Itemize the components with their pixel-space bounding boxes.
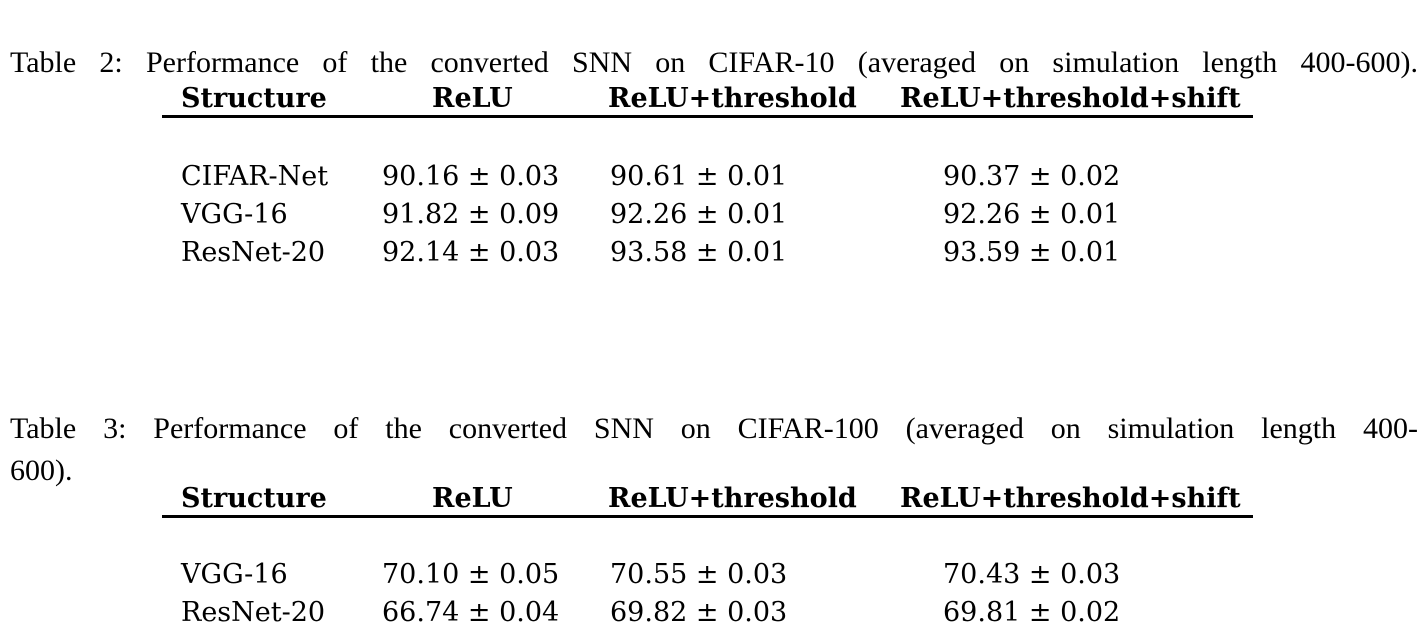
table2-col-header-relu: ReLU	[382, 82, 608, 118]
table3-col-header-relu-threshold: ReLU+threshold	[608, 482, 900, 518]
table2-spacer-row	[162, 117, 1253, 159]
relu-value-cell: 92.14 ± 0.03	[382, 237, 560, 268]
relu-threshold-value-cell: 70.55 ± 0.03	[610, 559, 788, 590]
table2-grid: Structure ReLU ReLU+threshold ReLU+thres…	[162, 82, 1253, 272]
structure-cell: CIFAR-Net	[181, 161, 329, 192]
table3-caption-line1: Table 3: Performance of the converted SN…	[10, 412, 1418, 445]
table3-grid: Structure ReLU ReLU+threshold ReLU+thres…	[162, 482, 1253, 632]
relu-threshold-value-cell: 93.58 ± 0.01	[610, 237, 788, 268]
table3-col-header-structure: Structure	[162, 482, 382, 518]
table3-row-resnet-20: ResNet-20 66.74 ± 0.04 69.82 ± 0.03 69.8…	[162, 594, 1253, 632]
relu-threshold-value-cell: 90.61 ± 0.01	[610, 161, 788, 192]
relu-threshold-value-cell: 69.82 ± 0.03	[610, 597, 788, 628]
table3: Structure ReLU ReLU+threshold ReLU+thres…	[162, 482, 1253, 632]
table3-caption-line2: 600).	[10, 454, 73, 487]
relu-threshold-value-cell: 92.26 ± 0.01	[610, 199, 788, 230]
table2-row-vgg-16: VGG-16 91.82 ± 0.09 92.26 ± 0.01 92.26 ±…	[162, 196, 1253, 234]
relu-value-cell: 66.74 ± 0.04	[382, 597, 560, 628]
structure-cell: ResNet-20	[181, 597, 326, 628]
relu-threshold-shift-value-cell: 93.59 ± 0.01	[943, 237, 1121, 268]
relu-threshold-shift-value-cell: 92.26 ± 0.01	[943, 199, 1121, 230]
relu-threshold-shift-value-cell: 90.37 ± 0.02	[943, 161, 1121, 192]
table3-header-row: Structure ReLU ReLU+threshold ReLU+thres…	[162, 482, 1253, 518]
table3-spacer-row	[162, 517, 1253, 557]
table3-row-vgg-16: VGG-16 70.10 ± 0.05 70.55 ± 0.03 70.43 ±…	[162, 556, 1253, 594]
relu-threshold-shift-value-cell: 70.43 ± 0.03	[943, 559, 1121, 590]
table2-row-cifar-net: CIFAR-Net 90.16 ± 0.03 90.61 ± 0.01 90.3…	[162, 158, 1253, 196]
relu-threshold-shift-value-cell: 69.81 ± 0.02	[943, 597, 1121, 628]
relu-value-cell: 90.16 ± 0.03	[382, 161, 560, 192]
table2-header-row: Structure ReLU ReLU+threshold ReLU+thres…	[162, 82, 1253, 118]
table2-row-resnet-20: ResNet-20 92.14 ± 0.03 93.58 ± 0.01 93.5…	[162, 234, 1253, 272]
structure-cell: VGG-16	[181, 559, 288, 590]
table3-col-header-relu: ReLU	[382, 482, 608, 518]
relu-value-cell: 70.10 ± 0.05	[382, 559, 560, 590]
table2-col-header-relu-threshold: ReLU+threshold	[608, 82, 900, 118]
relu-value-cell: 91.82 ± 0.09	[382, 199, 560, 230]
table2-col-header-structure: Structure	[162, 82, 382, 118]
table3-col-header-relu-threshold-shift: ReLU+threshold+shift	[900, 482, 1253, 518]
structure-cell: VGG-16	[181, 199, 288, 230]
table2-caption: Table 2: Performance of the converted SN…	[10, 46, 1418, 79]
table2: Structure ReLU ReLU+threshold ReLU+thres…	[162, 82, 1253, 272]
structure-cell: ResNet-20	[181, 237, 326, 268]
table2-col-header-relu-threshold-shift: ReLU+threshold+shift	[900, 82, 1253, 118]
